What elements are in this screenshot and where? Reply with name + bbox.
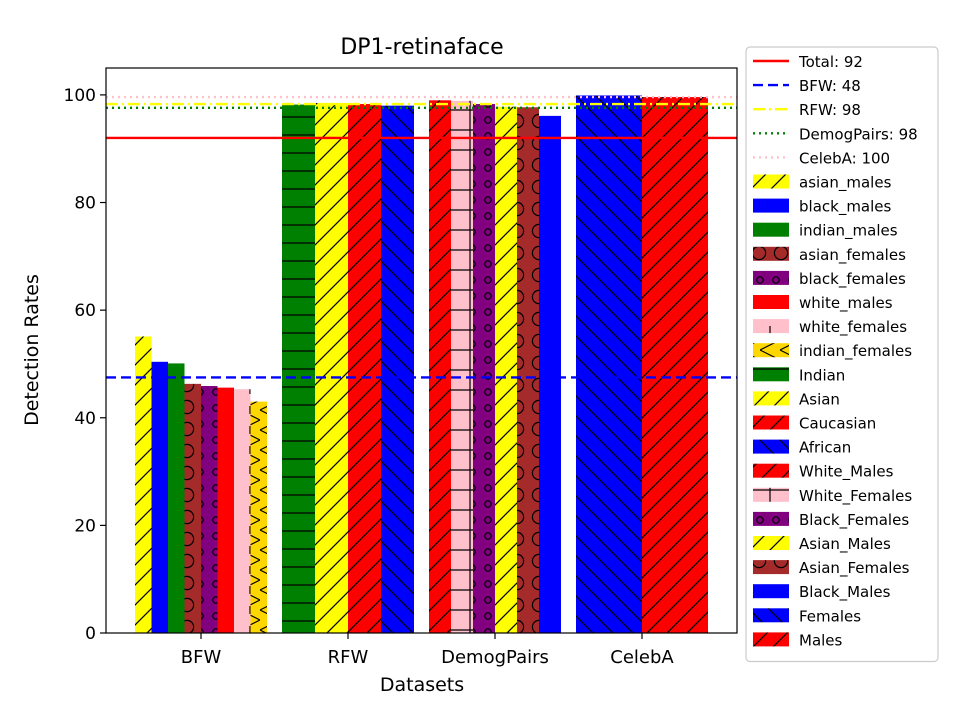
legend-label: black_males: [799, 198, 892, 217]
legend-label: white_males: [799, 294, 893, 313]
reference-lines-group: [106, 95, 737, 379]
legend-swatch-white-males: [753, 295, 789, 309]
bar-white-females: [234, 389, 251, 633]
bar-indian-females: [250, 401, 267, 633]
bar-black-females: [201, 386, 218, 633]
bar-asian-males: [495, 106, 517, 634]
plot-frame: [105, 67, 738, 634]
y-tick-label: 20: [74, 516, 96, 536]
bar-males: [642, 97, 708, 633]
legend-label: Black_Females: [799, 511, 909, 530]
legend-swatch-black-females: [753, 270, 789, 285]
legend-label: Asian_Males: [799, 535, 891, 554]
legend-swatch-caucasian: [753, 415, 789, 430]
bar-asian: [315, 102, 348, 634]
legend-swatch-indian-males: [753, 222, 789, 237]
bar-african: [381, 105, 414, 634]
legend-swatch-indian-females: [753, 343, 789, 358]
legend-swatch-asian-males: [753, 174, 789, 189]
bar-white-females: [451, 100, 473, 633]
legend-swatch-asian: [753, 391, 789, 406]
y-axis-label: Detection Rates: [21, 274, 43, 426]
legend-swatch-black-males: [753, 584, 789, 599]
legend-label: indian_females: [799, 342, 912, 361]
legend-label: Asian: [799, 390, 840, 408]
legend-swatch-asian-males: [753, 536, 789, 550]
legend-label: Total: 92: [798, 53, 863, 71]
bar-black-females: [473, 104, 495, 634]
legend-label: Caucasian: [799, 415, 876, 433]
bar-caucasian: [348, 104, 381, 634]
legend-label: White_Females: [799, 487, 912, 506]
legend-label: white_females: [799, 318, 907, 337]
legend-label: indian_males: [799, 222, 898, 241]
bar-asian-males: [135, 336, 152, 633]
bar-white-males: [217, 387, 234, 633]
x-tick-label-celeba: CelebA: [610, 647, 674, 668]
y-tick-label: 0: [85, 624, 96, 644]
legend-label: asian_males: [799, 174, 892, 193]
bar-asian-females: [517, 107, 539, 633]
bar-asian-females: [184, 383, 201, 633]
legend-swatch-females: [753, 608, 789, 623]
legend-swatch-asian-females: [753, 560, 789, 575]
legend-label: RFW: 98: [799, 101, 861, 119]
legend-label: Asian_Females: [799, 559, 910, 578]
legend-label: asian_females: [799, 246, 906, 265]
x-tick-label-demogpairs: DemogPairs: [441, 647, 549, 668]
y-tick-label: 100: [64, 86, 96, 106]
y-axis: 0 20 40 60 80 100: [64, 86, 106, 644]
y-tick-label: 60: [74, 301, 96, 321]
legend-swatch-asian-females: [753, 246, 789, 261]
legend-swatch-white-females: [753, 319, 789, 334]
bar-females: [576, 95, 642, 633]
legend-box: [745, 46, 939, 663]
bar-black-males: [539, 115, 561, 633]
legend-label: White_Males: [799, 463, 894, 482]
legend-swatch-white-females: [753, 487, 789, 502]
legend-label: Black_Males: [799, 583, 891, 602]
bar-indian-males: [168, 363, 185, 633]
legend-label: black_females: [799, 270, 906, 289]
x-tick-label-rfw: RFW: [328, 647, 369, 668]
chart-title: DP1-retinaface: [340, 35, 503, 60]
legend-swatch-african: [753, 439, 789, 454]
legend-swatch-white-males: [753, 463, 789, 478]
x-axis-label: Datasets: [380, 674, 464, 696]
legend-swatch-black-males: [753, 198, 789, 213]
bar-black-males: [151, 361, 168, 633]
bar-white-males: [429, 100, 451, 634]
y-tick-label: 80: [74, 194, 96, 214]
legend-label: Indian: [799, 366, 845, 384]
legend-label: BFW: 48: [799, 77, 861, 95]
legend-swatch-males: [753, 632, 789, 647]
bars-group: [135, 95, 708, 634]
legend-label: Males: [799, 631, 843, 649]
legend-label: CelebA: 100: [799, 149, 890, 167]
x-tick-label-bfw: BFW: [181, 647, 222, 668]
x-axis: BFW RFW DemogPairs CelebA: [181, 633, 674, 668]
bar-indian: [282, 104, 315, 634]
legend-label: Females: [799, 607, 861, 625]
legend-label: DemogPairs: 98: [799, 125, 918, 143]
legend-label: African: [799, 439, 851, 457]
legend: Total: 92 BFW: 48 RFW: 98 DemogPairs: 98 Cel…: [745, 46, 939, 663]
legend-swatch-black-females: [753, 511, 789, 526]
legend-swatch-indian: [753, 367, 789, 382]
y-tick-label: 40: [74, 409, 96, 429]
